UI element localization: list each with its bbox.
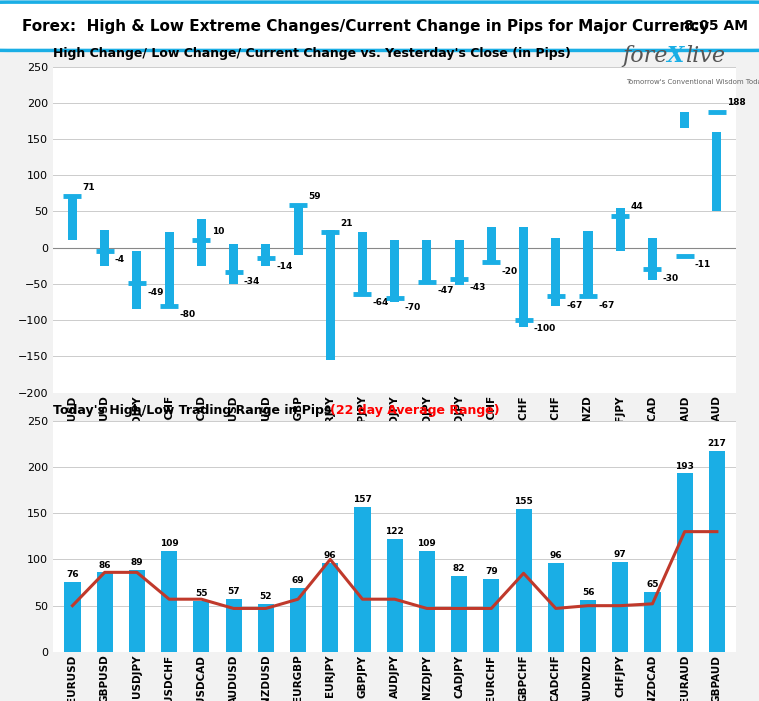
Text: -67: -67 bbox=[566, 301, 582, 310]
Bar bbox=[290, 588, 306, 652]
Bar bbox=[65, 582, 80, 652]
Text: 122: 122 bbox=[386, 527, 404, 536]
Text: Tomorrow's Conventional Wisdom Today.: Tomorrow's Conventional Wisdom Today. bbox=[626, 79, 759, 86]
Bar bbox=[616, 208, 625, 252]
Text: -20: -20 bbox=[502, 266, 518, 275]
Text: live: live bbox=[685, 45, 725, 67]
FancyBboxPatch shape bbox=[0, 2, 759, 50]
Text: 193: 193 bbox=[676, 461, 694, 470]
Text: 8:05 AM: 8:05 AM bbox=[685, 20, 748, 33]
Text: -11: -11 bbox=[695, 260, 711, 269]
Text: 155: 155 bbox=[514, 497, 533, 505]
Text: -47: -47 bbox=[437, 286, 454, 295]
Bar bbox=[580, 600, 596, 652]
Bar bbox=[194, 601, 209, 652]
Bar bbox=[197, 219, 206, 266]
Text: 109: 109 bbox=[417, 539, 436, 548]
Bar bbox=[676, 473, 693, 652]
Bar bbox=[390, 240, 399, 302]
Text: -49: -49 bbox=[147, 287, 164, 297]
Text: 97: 97 bbox=[614, 550, 627, 559]
Bar bbox=[100, 230, 109, 266]
Bar bbox=[161, 551, 177, 652]
Text: 71: 71 bbox=[83, 183, 96, 192]
Text: -67: -67 bbox=[598, 301, 615, 310]
Text: 96: 96 bbox=[324, 551, 336, 560]
Text: -34: -34 bbox=[244, 277, 260, 286]
Text: 44: 44 bbox=[631, 203, 644, 212]
Text: X: X bbox=[666, 45, 684, 67]
Text: 59: 59 bbox=[308, 191, 321, 200]
Bar bbox=[229, 244, 238, 284]
Text: -30: -30 bbox=[663, 274, 679, 283]
Text: 82: 82 bbox=[453, 564, 465, 573]
Text: 65: 65 bbox=[646, 580, 659, 589]
Bar bbox=[519, 227, 528, 327]
Text: -43: -43 bbox=[469, 283, 486, 292]
Bar bbox=[96, 572, 113, 652]
Bar bbox=[423, 240, 431, 283]
Text: 86: 86 bbox=[99, 561, 111, 570]
Bar bbox=[455, 240, 464, 285]
Text: -64: -64 bbox=[373, 299, 389, 308]
Text: Today's High/Low Trading Range in Pips: Today's High/Low Trading Range in Pips bbox=[53, 404, 335, 417]
Text: 188: 188 bbox=[727, 98, 746, 107]
Bar bbox=[648, 238, 657, 280]
Bar bbox=[451, 576, 468, 652]
Text: 79: 79 bbox=[485, 567, 498, 576]
Bar bbox=[129, 570, 145, 652]
Bar bbox=[165, 232, 174, 307]
Bar bbox=[419, 551, 435, 652]
Bar bbox=[386, 539, 403, 652]
Bar bbox=[483, 579, 499, 652]
Bar bbox=[68, 196, 77, 240]
Text: 76: 76 bbox=[66, 570, 79, 579]
Text: -4: -4 bbox=[115, 255, 125, 264]
Text: -14: -14 bbox=[276, 262, 292, 271]
Text: -80: -80 bbox=[179, 310, 196, 319]
Bar bbox=[258, 604, 274, 652]
Text: 217: 217 bbox=[707, 440, 726, 449]
Text: 96: 96 bbox=[550, 551, 562, 560]
Text: -70: -70 bbox=[405, 303, 421, 312]
Bar bbox=[326, 230, 335, 360]
Text: 10: 10 bbox=[212, 227, 224, 236]
Text: fore: fore bbox=[622, 45, 668, 67]
Bar bbox=[680, 111, 689, 128]
Text: 57: 57 bbox=[227, 587, 240, 597]
Bar bbox=[613, 562, 628, 652]
Bar bbox=[225, 599, 241, 652]
Text: 109: 109 bbox=[159, 539, 178, 548]
Text: 56: 56 bbox=[581, 588, 594, 597]
Bar bbox=[358, 233, 367, 295]
Text: -100: -100 bbox=[534, 325, 556, 334]
Text: Forex:  High & Low Extreme Changes/Current Change in Pips for Major Currency: Forex: High & Low Extreme Changes/Curren… bbox=[23, 19, 710, 34]
Bar bbox=[644, 592, 660, 652]
Bar bbox=[322, 563, 339, 652]
Bar bbox=[354, 507, 370, 652]
Bar bbox=[261, 244, 270, 266]
Bar bbox=[132, 252, 141, 309]
Text: High Change/ Low Change/ Current Change vs. Yesterday's Close (in Pips): High Change/ Low Change/ Current Change … bbox=[53, 46, 571, 60]
Text: 89: 89 bbox=[131, 558, 143, 567]
Bar bbox=[584, 231, 593, 299]
Text: 55: 55 bbox=[195, 590, 208, 598]
Bar bbox=[294, 204, 303, 255]
Bar bbox=[487, 227, 496, 264]
Bar bbox=[709, 451, 725, 652]
Bar bbox=[713, 132, 721, 212]
Bar bbox=[515, 508, 531, 652]
Text: 21: 21 bbox=[341, 219, 353, 228]
Text: 157: 157 bbox=[353, 495, 372, 504]
Text: (22 day Average Range): (22 day Average Range) bbox=[330, 404, 499, 417]
Text: 69: 69 bbox=[291, 576, 304, 585]
Bar bbox=[551, 238, 560, 306]
Text: 52: 52 bbox=[260, 592, 272, 601]
Bar bbox=[548, 563, 564, 652]
